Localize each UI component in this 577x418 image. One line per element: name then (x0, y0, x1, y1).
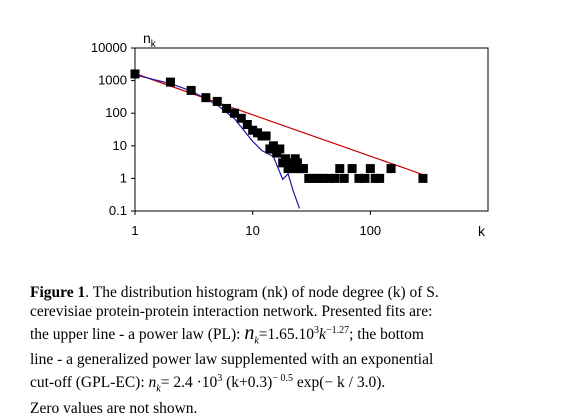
data-point (165, 77, 175, 87)
data-point (313, 173, 323, 183)
y-tick-label: 10 (113, 138, 127, 153)
plot-area (134, 47, 489, 212)
data-point (325, 173, 335, 183)
y-tick-label: 1 (120, 170, 127, 185)
caption-formula-n: n (244, 322, 255, 345)
caption-formula-rest: =1.65.10 (258, 326, 315, 344)
caption-line2: cerevisiae protein-protein interaction n… (30, 303, 433, 320)
y-axis-label: nk (143, 30, 157, 50)
data-point (201, 93, 211, 103)
caption-formula2-n: n (148, 374, 157, 392)
y-tick-label: 0.1 (109, 203, 127, 218)
data-point (236, 113, 246, 123)
data-point (222, 103, 232, 113)
data-point (275, 144, 285, 154)
caption-formula2-rest3: exp(− k / 3.0). (292, 374, 386, 392)
caption-line5a: cut-off (GPL-EC): (30, 374, 149, 392)
caption-formula-k: k (254, 335, 259, 347)
caption-line1: . The distribution histogram (nk) of nod… (85, 284, 439, 301)
caption-formula-exp: −1.27 (325, 325, 350, 336)
caption-formula2-sub: k (156, 383, 161, 395)
caption-line3a: the upper line - a power law (PL): (30, 326, 245, 344)
data-point (261, 131, 271, 141)
data-point (360, 173, 370, 183)
data-point (186, 85, 196, 95)
y-tick-label: 100 (105, 105, 127, 120)
y-axis-label-sub: k (151, 39, 157, 50)
data-point (386, 164, 396, 174)
data-point (288, 164, 298, 174)
data-point (375, 173, 385, 183)
y-tick-label: 1000 (98, 73, 127, 88)
data-point (268, 141, 278, 151)
data-point (130, 69, 140, 79)
data-point (292, 158, 302, 168)
data-point (319, 173, 329, 183)
x-axis-ticks: 1 10 100 (131, 211, 381, 238)
data-points (130, 69, 428, 183)
caption-formula-k2: k (319, 326, 326, 344)
caption-line4: line - a generalized power law supplemen… (30, 351, 434, 369)
data-point (280, 154, 290, 164)
data-point (365, 164, 375, 174)
data-point (354, 173, 364, 183)
y-axis-label-main: n (143, 30, 151, 46)
data-point (298, 164, 308, 174)
data-point (212, 96, 222, 106)
data-point (339, 173, 349, 183)
data-point (418, 173, 428, 183)
x-axis-label: k (478, 223, 486, 239)
data-point (283, 164, 293, 174)
caption-formula2-exp: − 0.5 (272, 373, 293, 385)
data-point (229, 108, 239, 118)
data-point (286, 158, 296, 168)
data-point (347, 164, 357, 174)
x-tick-label: 100 (359, 223, 381, 238)
caption-formula2-rest1: = 2.4 ·10 (160, 374, 218, 392)
figure-caption: Figure 1. The distribution histogram (nk… (30, 283, 555, 418)
y-axis-ticks: 10000 1000 100 10 1 0.1 (91, 40, 135, 218)
data-point (248, 125, 258, 135)
y-tick-label: 10000 (91, 40, 127, 55)
caption-fig-label: Figure 1 (30, 284, 86, 301)
caption-formula-exp3: 3 (314, 325, 320, 336)
caption-line3b: ; the bottom (349, 326, 424, 344)
x-tick-label: 10 (245, 223, 259, 238)
caption-line6: Zero values are not shown. (30, 399, 198, 417)
caption-formula2-rest2: (k+0.3) (222, 374, 273, 392)
data-point (335, 164, 345, 174)
data-point (304, 173, 314, 183)
data-point (330, 173, 340, 183)
caption-formula2-exp3: 3 (217, 373, 223, 385)
x-tick-label: 1 (131, 223, 138, 238)
data-point (242, 120, 252, 130)
